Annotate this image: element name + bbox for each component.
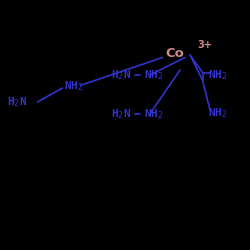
Text: NH$_2$: NH$_2$ xyxy=(208,106,228,120)
Text: 3+: 3+ xyxy=(198,40,212,50)
Text: H$_2$N: H$_2$N xyxy=(7,96,27,110)
Text: NH$_2$: NH$_2$ xyxy=(208,68,228,82)
Text: H$_2$N: H$_2$N xyxy=(111,68,131,82)
Text: H$_2$N: H$_2$N xyxy=(111,107,131,121)
Text: NH$_2$: NH$_2$ xyxy=(144,68,164,82)
Text: NH$_2$: NH$_2$ xyxy=(144,107,164,121)
Text: NH$_2$: NH$_2$ xyxy=(64,79,84,93)
Text: Co: Co xyxy=(166,47,184,60)
